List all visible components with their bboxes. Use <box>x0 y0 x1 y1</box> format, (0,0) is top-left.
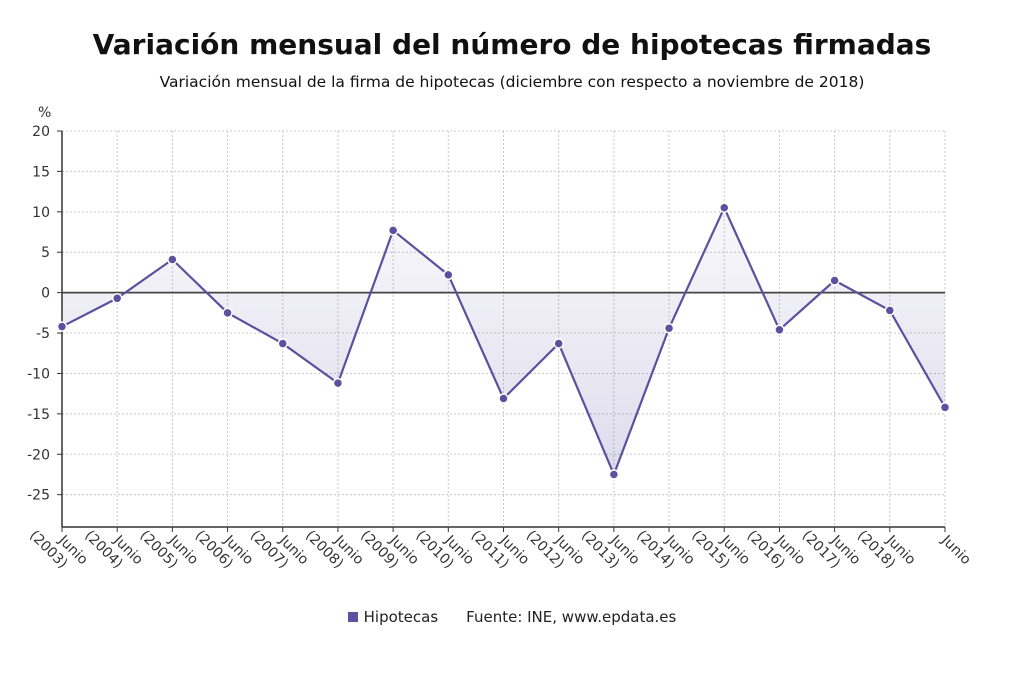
x-tick-label: Junio(2016) <box>744 516 809 581</box>
x-tick-label: Junio <box>937 532 973 568</box>
x-tick-label: Junio(2011) <box>468 516 533 581</box>
data-point <box>167 254 178 265</box>
x-tick-label: Junio(2006) <box>192 516 257 581</box>
y-tick-label: -20 <box>27 447 50 463</box>
chart-subtitle: Variación mensual de la firma de hipotec… <box>159 73 865 91</box>
x-tick-label: Junio(2007) <box>247 516 312 581</box>
data-point <box>111 293 123 304</box>
data-point <box>277 338 288 349</box>
y-tick-label: -25 <box>27 488 50 504</box>
data-point <box>222 307 233 319</box>
data-point <box>387 225 399 236</box>
x-tick-label: Junio(2004) <box>81 516 146 581</box>
y-tick-label: -10 <box>27 366 50 382</box>
y-tick-label: 0 <box>41 286 50 302</box>
data-point <box>884 305 896 316</box>
legend: Hipotecas Fuente: INE, www.epdata.es <box>0 608 1024 626</box>
x-tick-label: Junio(2014) <box>633 516 698 581</box>
area-fill <box>62 207 945 475</box>
data-point <box>498 393 509 404</box>
x-tick-label: Junio(2010) <box>412 516 477 581</box>
data-point <box>939 402 951 413</box>
legend-label: Hipotecas <box>363 608 439 626</box>
data-point <box>608 469 620 480</box>
y-tick-label: 20 <box>32 124 50 140</box>
data-point <box>663 322 675 334</box>
x-tick-label: Junio(2008) <box>302 516 367 581</box>
x-tick-label: Junio(2005) <box>137 516 202 581</box>
x-tick-label: Junio(2013) <box>578 516 643 581</box>
x-tick-label: Junio(2018) <box>854 516 919 581</box>
source-note: Fuente: INE, www.epdata.es <box>466 608 677 626</box>
x-tick-label: Junio(2012) <box>523 516 588 581</box>
y-tick-label: 10 <box>32 205 50 221</box>
data-point <box>56 321 68 332</box>
x-tick-label: Junio(2015) <box>688 516 753 581</box>
y-tick-label: 5 <box>41 245 50 261</box>
data-point <box>443 269 454 281</box>
data-point <box>719 202 730 214</box>
y-axis-label: % <box>38 105 51 121</box>
x-tick-label: Junio(2003) <box>26 516 91 581</box>
legend-swatch <box>347 612 358 622</box>
data-point <box>332 377 344 389</box>
x-tick-label: Junio(2009) <box>357 516 422 581</box>
y-tick-label: 15 <box>32 164 50 180</box>
data-point <box>553 338 564 349</box>
x-tick-label: Junio(2017) <box>799 516 864 581</box>
chart-title: Variación mensual del número de hipoteca… <box>92 28 932 61</box>
data-point <box>774 324 785 336</box>
y-tick-label: -5 <box>36 326 50 342</box>
y-tick-label: -15 <box>27 407 50 423</box>
data-point <box>829 275 840 286</box>
